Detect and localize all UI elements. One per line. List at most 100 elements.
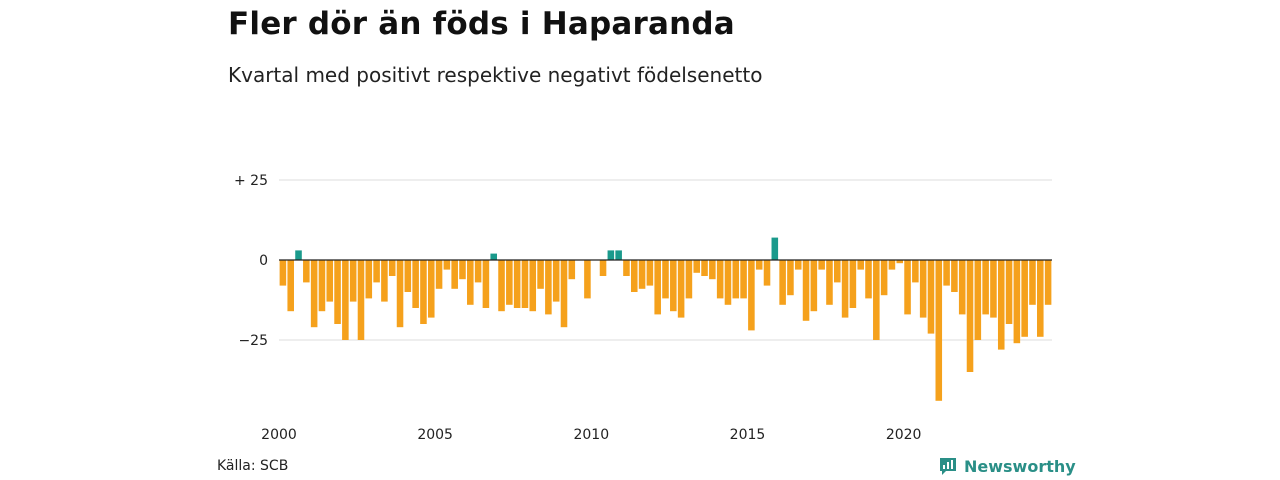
bar — [396, 260, 404, 328]
bar — [896, 260, 904, 264]
bar — [701, 260, 708, 276]
bar — [474, 260, 482, 283]
bar — [607, 250, 615, 260]
bar — [966, 260, 974, 372]
bar — [740, 260, 747, 299]
bar — [498, 260, 505, 312]
bar — [818, 260, 825, 270]
bar — [826, 260, 833, 305]
bar — [677, 260, 685, 318]
bar — [373, 260, 380, 283]
bar — [927, 260, 935, 334]
bar — [388, 260, 396, 276]
bar — [670, 260, 677, 312]
bar — [904, 260, 911, 315]
x-tick-label: 2020 — [886, 427, 922, 443]
bar — [810, 260, 818, 312]
bar — [412, 260, 419, 308]
bar — [802, 260, 810, 321]
bar — [873, 260, 880, 340]
bar — [467, 260, 474, 305]
bar — [748, 260, 755, 331]
bar — [459, 260, 466, 280]
bar — [732, 260, 740, 299]
bar — [834, 260, 841, 283]
bar — [990, 260, 997, 318]
bar-chart: + 25 0 −25 2000 2005 2010 2015 2020 — [234, 173, 1052, 443]
bar — [435, 260, 443, 289]
y-tick-label: + 25 — [234, 173, 268, 189]
bar — [521, 260, 529, 308]
x-tick-label: 2000 — [261, 427, 297, 443]
bar — [779, 260, 786, 305]
bar — [404, 260, 412, 292]
bar — [623, 260, 630, 276]
chart-subtitle: Kvartal med positivt respektive negativt… — [228, 63, 763, 87]
bar — [857, 260, 864, 270]
bar — [943, 260, 950, 286]
bar — [1029, 260, 1036, 305]
bar — [451, 260, 458, 289]
bar — [326, 260, 334, 302]
bar — [295, 250, 302, 260]
bar — [662, 260, 669, 299]
bar — [912, 260, 919, 283]
brand-name: Newsworthy — [964, 456, 1076, 476]
bar — [794, 260, 802, 270]
bar — [334, 260, 341, 324]
bar — [771, 237, 779, 260]
bar — [490, 253, 497, 260]
bar — [427, 260, 435, 318]
gridlines — [279, 179, 1052, 341]
y-tick-label: −25 — [238, 333, 268, 349]
bar — [1013, 260, 1021, 344]
bar — [638, 260, 646, 289]
bar — [310, 260, 318, 328]
bar — [1037, 260, 1044, 337]
x-axis-labels: 2000 2005 2010 2015 2020 — [261, 427, 921, 443]
bar — [443, 260, 451, 270]
bar — [529, 260, 537, 312]
bar — [716, 260, 724, 299]
bar — [951, 260, 958, 292]
bar — [693, 260, 701, 273]
bar — [935, 260, 943, 401]
bar — [880, 260, 888, 296]
bar — [1021, 260, 1028, 337]
bar — [342, 260, 349, 340]
bar — [537, 260, 544, 289]
bars — [279, 237, 1052, 401]
bar — [763, 260, 771, 286]
bar — [552, 260, 560, 302]
bar — [318, 260, 326, 312]
chart-title: Fler dör än föds i Haparanda — [228, 6, 735, 42]
bar — [849, 260, 857, 308]
bar — [599, 260, 607, 276]
bar — [365, 260, 373, 299]
bar — [545, 260, 552, 315]
x-tick-label: 2010 — [573, 427, 609, 443]
y-axis-labels: + 25 0 −25 — [234, 173, 268, 349]
bar — [685, 260, 693, 299]
bar — [568, 260, 576, 280]
bar — [654, 260, 661, 315]
bar — [357, 260, 365, 340]
bar — [506, 260, 513, 305]
bar — [630, 260, 638, 292]
source-note: Källa: SCB — [217, 458, 289, 474]
y-tick-label: 0 — [259, 253, 268, 269]
bar — [1044, 260, 1052, 305]
bar — [755, 260, 763, 270]
bar — [381, 260, 388, 302]
bar — [709, 260, 716, 280]
bar — [982, 260, 989, 315]
bar — [615, 250, 622, 260]
bar — [974, 260, 982, 340]
x-tick-label: 2015 — [730, 427, 766, 443]
bar — [787, 260, 794, 296]
bar — [865, 260, 872, 299]
bar — [287, 260, 294, 312]
bar — [349, 260, 357, 302]
bar — [958, 260, 966, 315]
bar — [513, 260, 521, 308]
